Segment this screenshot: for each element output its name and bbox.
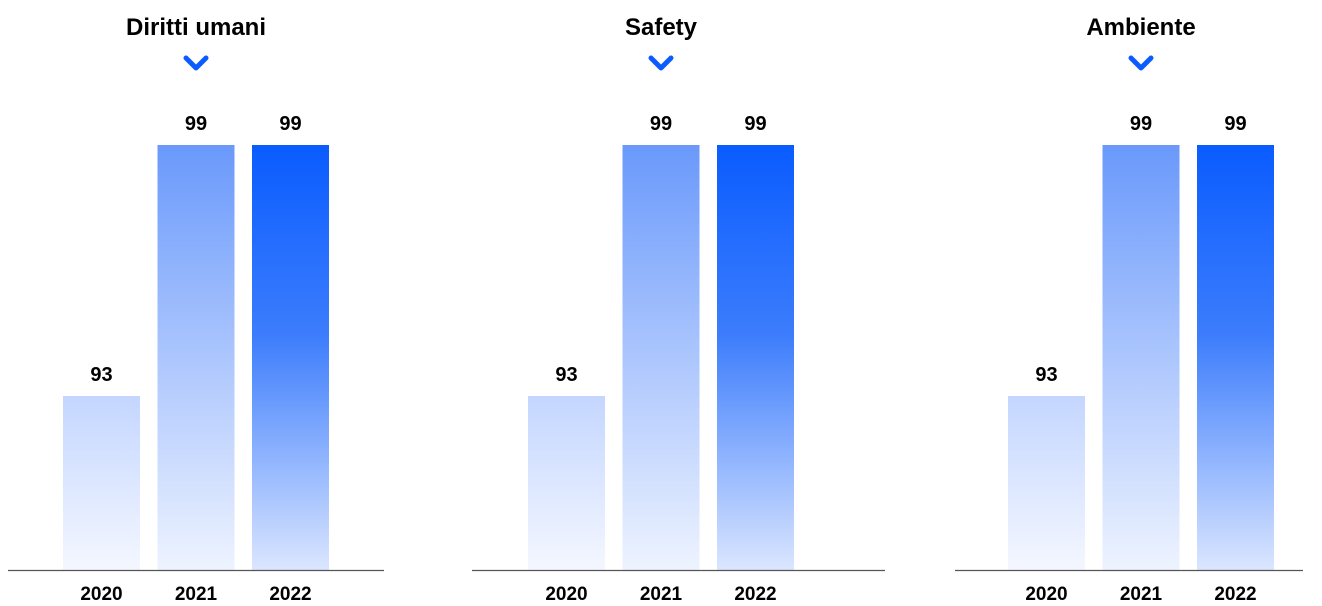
bar-2020: [528, 396, 605, 570]
bar-2020: [63, 396, 140, 570]
bar-2021: [622, 145, 700, 570]
x-tick-label: 2022: [1214, 584, 1256, 605]
chevron-down-icon: [648, 55, 674, 71]
chart-panel: Diritti umani 93 2020 99 2021 99 2022: [8, 14, 384, 605]
x-tick-label: 2022: [269, 584, 311, 605]
bar-2022: [252, 145, 329, 570]
value-label: 99: [1224, 113, 1246, 135]
value-label: 99: [1130, 113, 1152, 135]
chevron-down-icon: [183, 55, 209, 71]
value-label: 99: [185, 113, 207, 135]
x-tick-label: 2020: [1025, 584, 1067, 605]
value-label: 93: [555, 364, 577, 386]
bar-2022: [717, 145, 794, 570]
x-tick-label: 2021: [1120, 584, 1163, 605]
value-label: 99: [650, 113, 672, 135]
x-tick-label: 2021: [175, 584, 218, 605]
value-label: 99: [279, 113, 301, 135]
bar-2022: [1197, 145, 1274, 570]
x-tick-label: 2020: [545, 584, 587, 605]
chart-title: Ambiente: [1086, 14, 1195, 41]
bar-2021: [1102, 145, 1180, 570]
bar-2020: [1008, 396, 1085, 570]
value-label: 93: [1035, 364, 1057, 386]
value-label: 93: [90, 364, 112, 386]
bar-2021: [157, 145, 235, 570]
chart-panel: Ambiente 93 2020 99 2021 99 2022: [955, 14, 1303, 605]
x-tick-label: 2020: [80, 584, 122, 605]
chart-panel: Safety 93 2020 99 2021 99 2022: [472, 14, 885, 605]
chart-title: Diritti umani: [126, 14, 266, 41]
chart-title: Safety: [625, 14, 698, 41]
chevron-down-icon: [1128, 55, 1154, 71]
value-label: 99: [744, 113, 766, 135]
x-tick-label: 2021: [640, 584, 683, 605]
x-tick-label: 2022: [734, 584, 776, 605]
